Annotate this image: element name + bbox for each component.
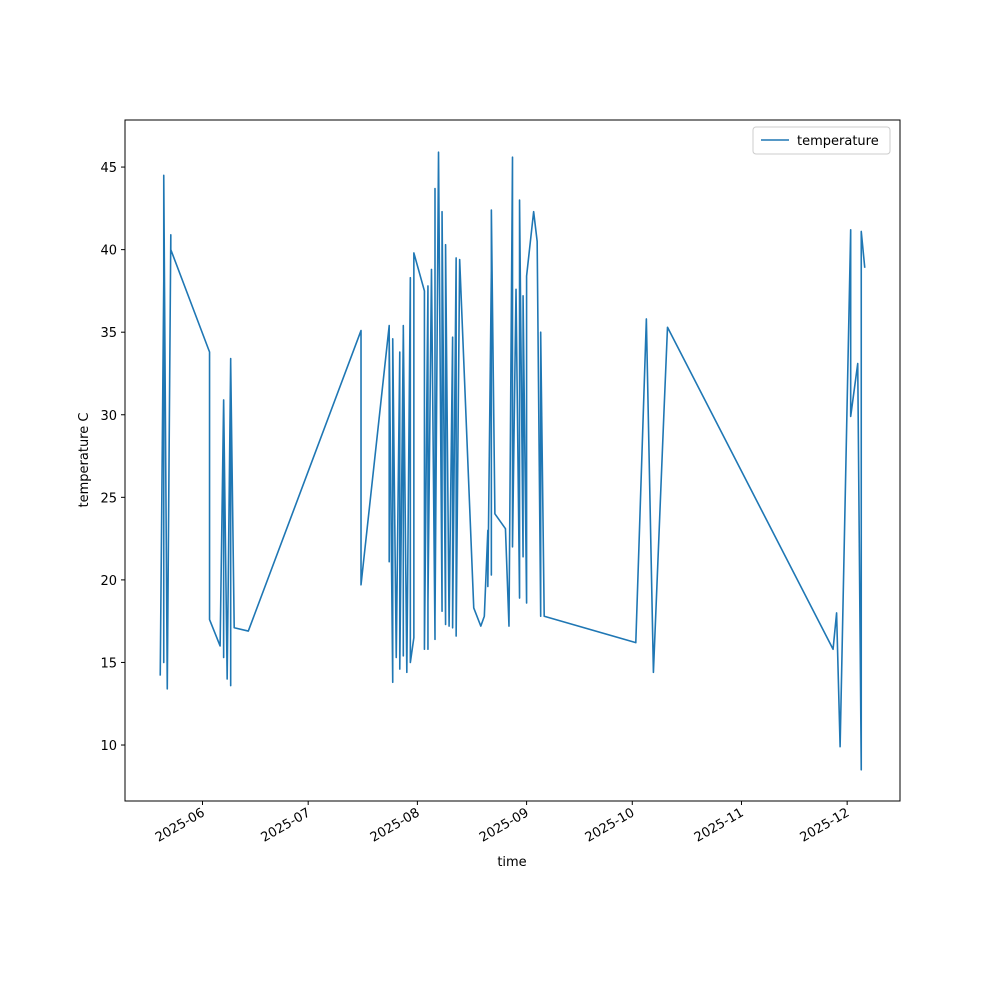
y-axis-label: temperature C xyxy=(77,413,92,508)
legend-label: temperature xyxy=(797,134,879,149)
y-tick-label: 40 xyxy=(100,244,117,259)
y-tick-label: 35 xyxy=(100,326,117,341)
y-tick-label: 20 xyxy=(100,574,117,589)
y-tick-label: 25 xyxy=(100,491,117,506)
line-series xyxy=(159,151,866,771)
plot-frame xyxy=(124,119,901,802)
y-tick-label: 10 xyxy=(100,739,117,754)
y-tick-label: 45 xyxy=(100,161,117,176)
x-axis-label: time xyxy=(497,855,526,870)
y-tick-label: 30 xyxy=(100,409,117,424)
y-tick-label: 15 xyxy=(100,656,117,671)
legend-box xyxy=(752,126,891,155)
